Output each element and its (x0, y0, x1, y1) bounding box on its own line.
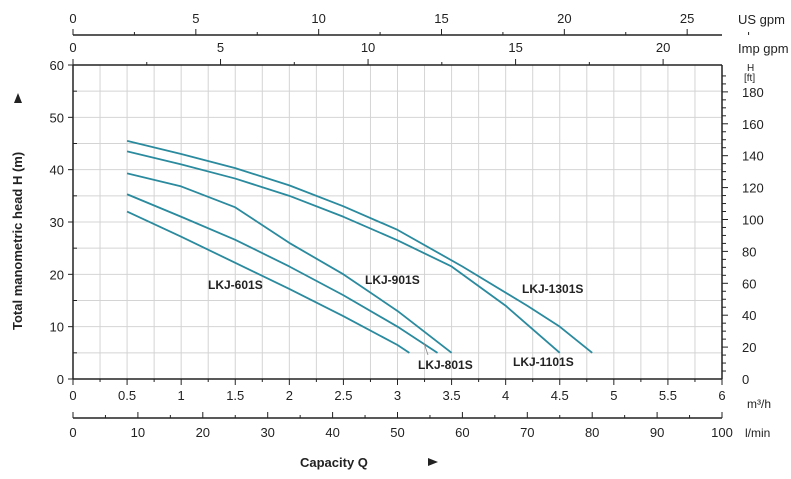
y-tick-label: 60 (50, 58, 64, 73)
ft-tick-label: 20 (742, 340, 756, 355)
lmin-tick-label: 90 (650, 425, 664, 440)
lmin-axis-label: l/min (745, 426, 770, 440)
y-tick-label: 0 (57, 372, 64, 387)
lmin-tick-label: 70 (520, 425, 534, 440)
lmin-tick-label: 20 (196, 425, 210, 440)
x-tick-label: 1 (178, 388, 185, 403)
y-axis-arrow-icon (14, 93, 22, 103)
ft-tick-label: 40 (742, 308, 756, 323)
lmin-tick-label: 10 (131, 425, 145, 440)
curve-label-lkj-901s: LKJ-901S (365, 273, 420, 287)
grid (73, 65, 722, 379)
curves: LKJ-601S LKJ-801S LKJ-901S LKJ-1101S LKJ-130… (126, 140, 593, 372)
curve-lkj-601s (126, 210, 410, 354)
lmin-tick-label: 60 (455, 425, 469, 440)
x-tick-label: 4.5 (551, 388, 569, 403)
curve-lkj-801s (126, 193, 439, 354)
ft-axis-label-unit: [ft] (744, 73, 755, 84)
us-gpm-axis-label: US gpm (738, 12, 785, 27)
x-tick-label: 1.5 (226, 388, 244, 403)
curve-lkj-1301s (126, 140, 593, 354)
y-axis-title: Total manometric head H (m) (10, 152, 25, 330)
y-tick-label: 50 (50, 110, 64, 125)
ft-tick-label: 160 (742, 117, 764, 132)
x-tick-label: 3.5 (443, 388, 461, 403)
ft-tick-label: 140 (742, 149, 764, 164)
x-tick-label: 5.5 (659, 388, 677, 403)
x-tick-label: 5 (610, 388, 617, 403)
curve-lkj-901s (126, 172, 453, 354)
leader-line-lkj-801s (423, 342, 429, 356)
ft-tick-label: 0 (742, 372, 749, 387)
x-axis-arrow-icon (428, 458, 438, 466)
ft-tick-label: 120 (742, 181, 764, 196)
ft-axis-label-h: H (747, 63, 754, 74)
m3h-axis-label: m³/h (747, 397, 771, 411)
ft-tick-label: 60 (742, 276, 756, 291)
x-tick-label: 0.5 (118, 388, 136, 403)
lmin-tick-label: 50 (390, 425, 404, 440)
us-gpm-tick-label: 5 (192, 11, 199, 26)
y-tick-label: 10 (50, 320, 64, 335)
us-gpm-tick-label: 15 (434, 11, 448, 26)
x-tick-label: 4 (502, 388, 509, 403)
us-gpm-tick-label: 10 (311, 11, 325, 26)
us-gpm-tick-label: 0 (69, 11, 76, 26)
y-tick-label: 20 (50, 267, 64, 282)
curve-lkj-1101s (126, 150, 561, 354)
x-tick-label: 0 (69, 388, 76, 403)
curve-label-lkj-1101s: LKJ-1101S (513, 355, 574, 369)
x-tick-label: 2.5 (334, 388, 352, 403)
us-gpm-tick-label: 25 (680, 11, 694, 26)
imp-gpm-tick-label: 20 (656, 40, 670, 55)
y-tick-label: 40 (50, 163, 64, 178)
lmin-tick-label: 30 (260, 425, 274, 440)
imp-gpm-axis-label: Imp gpm (738, 41, 789, 56)
y-tick-label: 30 (50, 215, 64, 230)
imp-gpm-tick-label: 10 (361, 40, 375, 55)
x-tick-label: 3 (394, 388, 401, 403)
curve-label-lkj-1301s: LKJ-1301S (522, 282, 583, 296)
x-tick-label: 2 (286, 388, 293, 403)
lmin-tick-label: 0 (69, 425, 76, 440)
imp-gpm-tick-label: 15 (508, 40, 522, 55)
us-gpm-tick-label: 20 (557, 11, 571, 26)
curve-label-lkj-801s: LKJ-801S (418, 358, 473, 372)
x-tick-label: 6 (718, 388, 725, 403)
lmin-tick-label: 40 (325, 425, 339, 440)
imp-gpm-tick-label: 5 (217, 40, 224, 55)
x-axis-title: Capacity Q (300, 455, 368, 470)
ft-tick-label: 100 (742, 212, 764, 227)
imp-gpm-tick-label: 0 (69, 40, 76, 55)
curve-label-lkj-601s: LKJ-601S (208, 278, 263, 292)
ft-tick-label: 80 (742, 244, 756, 259)
lmin-tick-label: 100 (711, 425, 733, 440)
lmin-tick-label: 80 (585, 425, 599, 440)
ft-tick-label: 180 (742, 85, 764, 100)
